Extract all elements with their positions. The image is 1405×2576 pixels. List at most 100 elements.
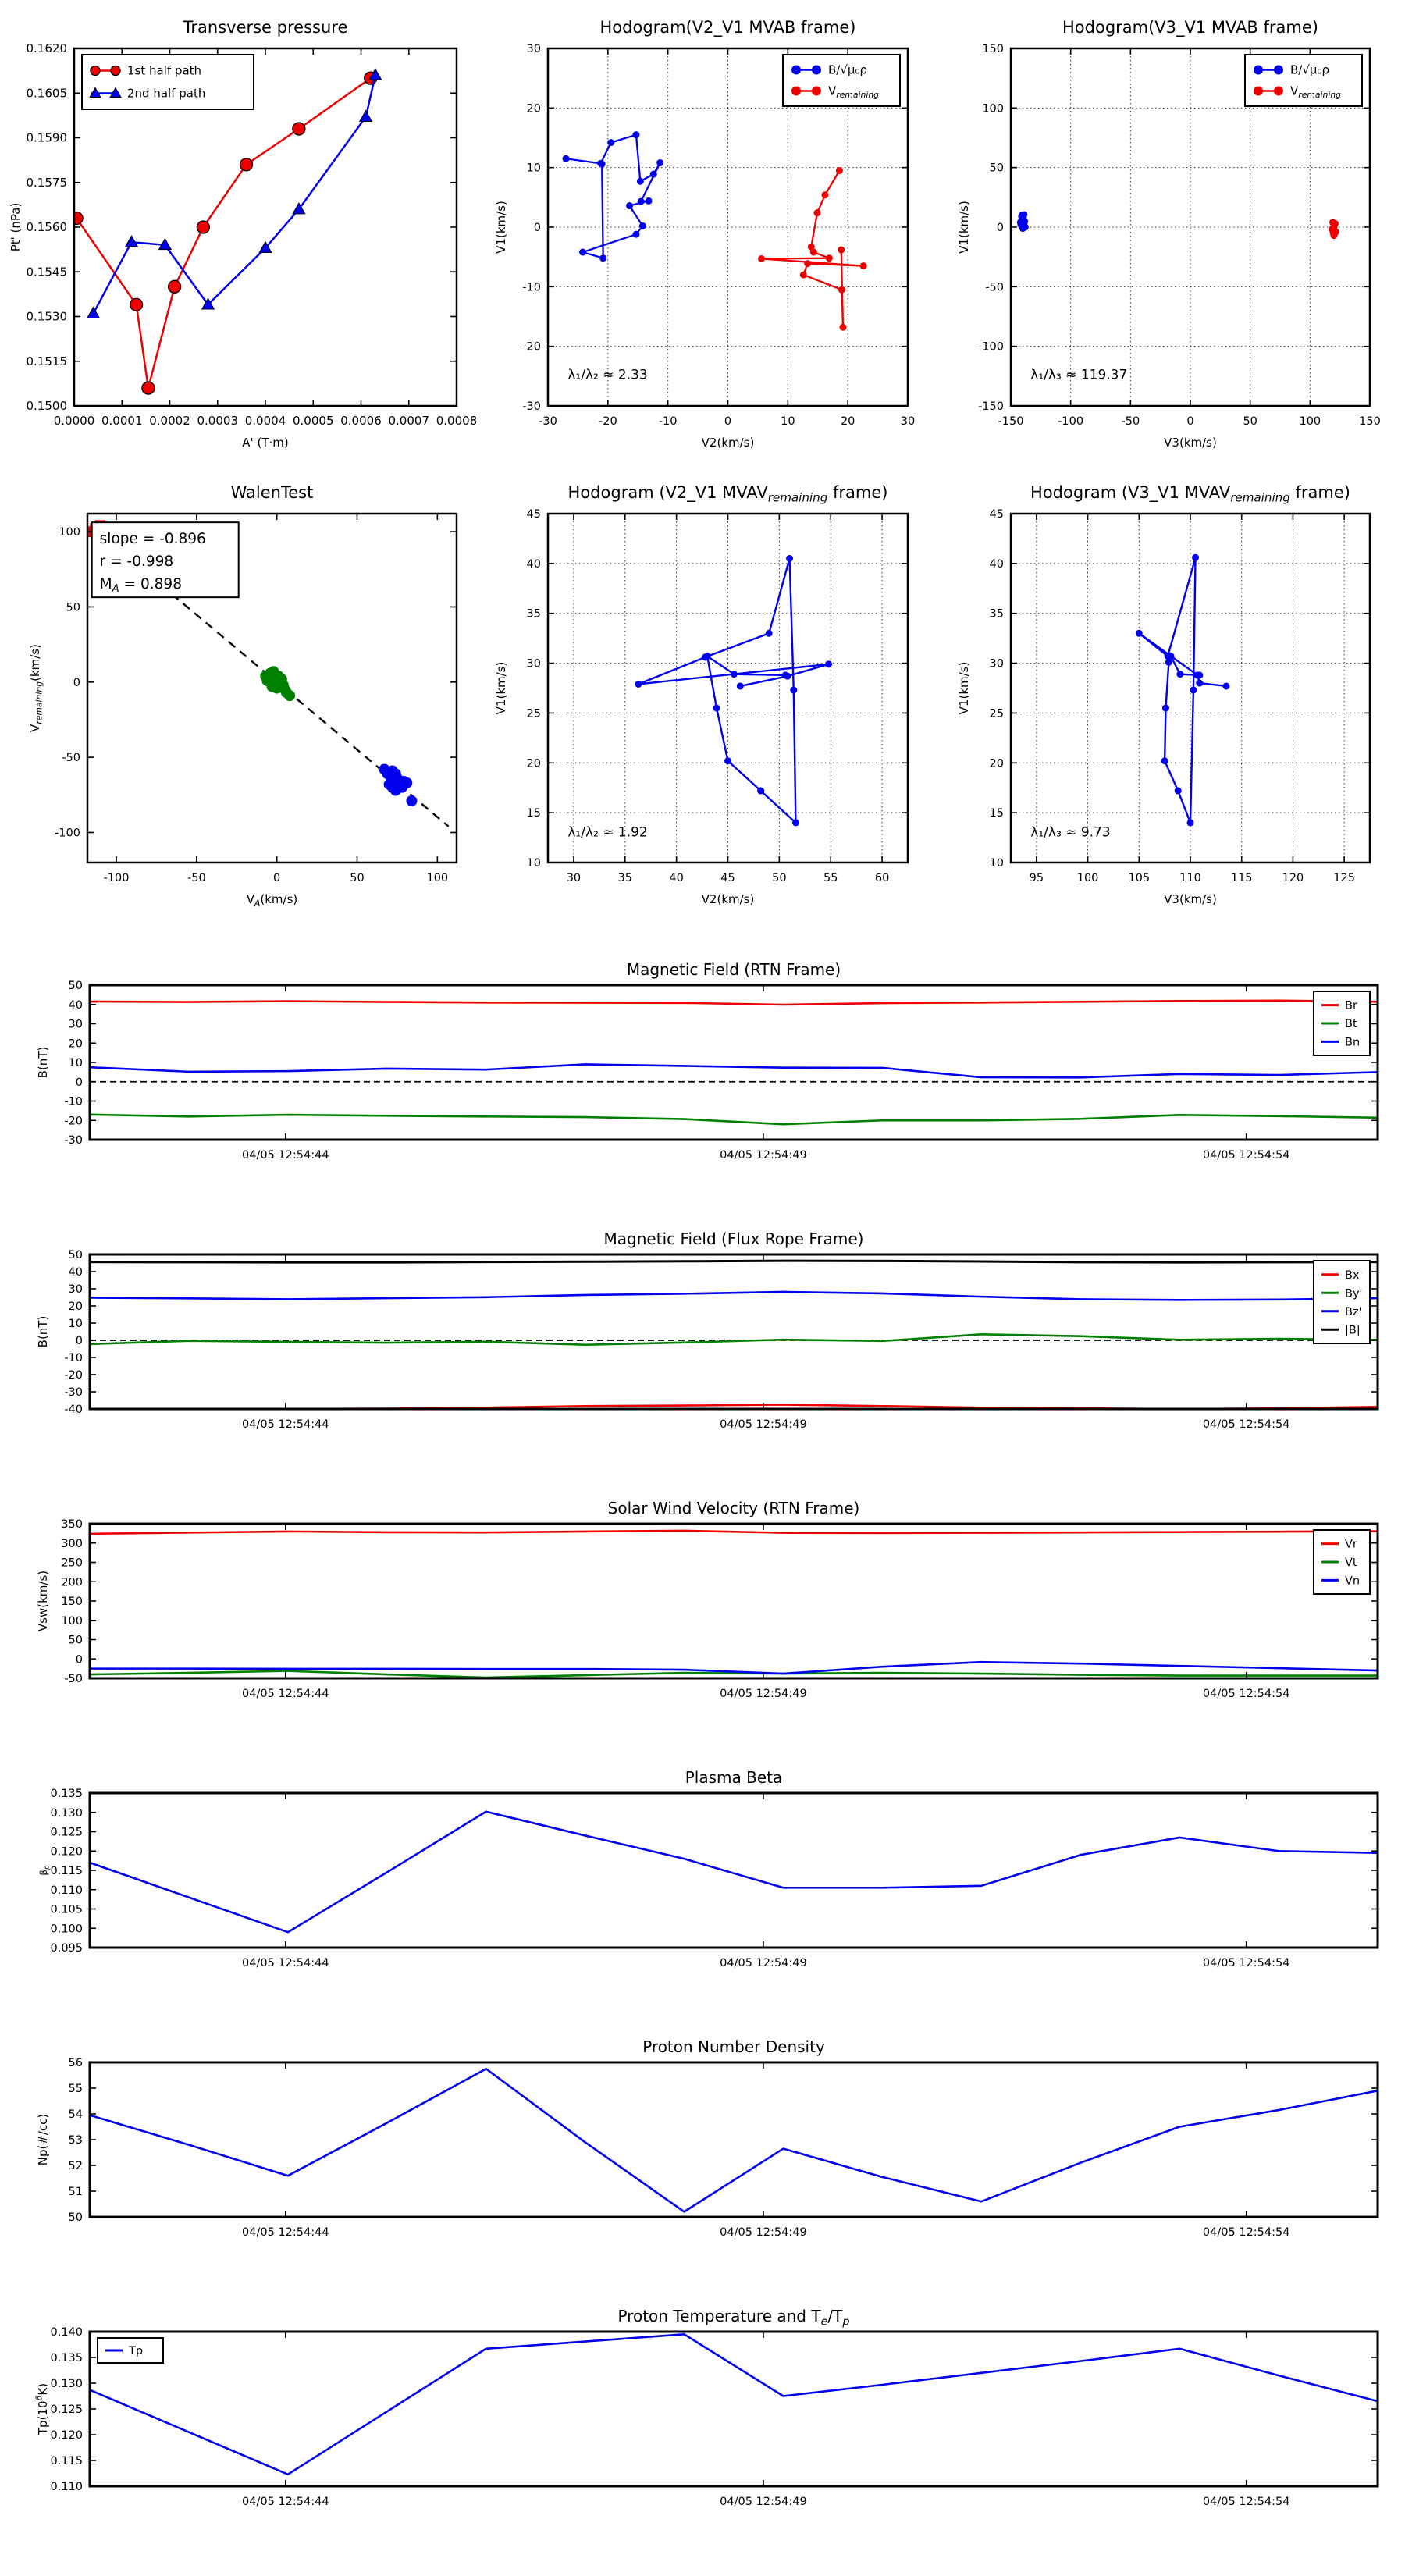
x-tick-label: 20 <box>841 415 855 428</box>
marker-circle <box>1196 679 1204 687</box>
chart-proton-temperature: 04/05 12:54:44 04/05 12:54:49 04/05 12:54:… <box>34 2307 1379 2508</box>
y-tick-label: 0.120 <box>50 2429 83 2442</box>
x-tick-label: 0.0004 <box>245 414 286 428</box>
marker-triangle <box>109 87 122 98</box>
marker-circle <box>1192 553 1200 561</box>
chart-hodogram-v2v1-mvav: 30 35 40 45 50 55 60 10 15 20 25 30 35 40 45 Hodogram (… <box>494 483 909 906</box>
x-tick-label: 125 <box>1333 872 1355 884</box>
marker-circle <box>807 243 815 251</box>
y-tick-label: -20 <box>522 341 541 354</box>
y-tick-label: 0 <box>76 1653 83 1666</box>
y-tick-label: 20 <box>527 102 541 115</box>
legend: Tp <box>97 2337 164 2364</box>
x-tick-label: -20 <box>599 415 617 428</box>
ticks <box>90 1523 1378 1679</box>
annotation-text: λ₁/λ₂ ≈ 2.33 <box>567 368 647 383</box>
x-tick-label: -100 <box>1058 415 1083 428</box>
ticks <box>90 984 1378 1140</box>
y-axis-label: B(nT) <box>36 1316 50 1348</box>
y-tick-label: -50 <box>985 281 1004 294</box>
y-tick-label: 51 <box>69 2186 83 2198</box>
y-tick-label: 100 <box>61 1615 83 1628</box>
y-tick-label: -100 <box>978 341 1004 354</box>
series-Bn <box>89 1063 1378 1079</box>
x-tick-label: -150 <box>998 415 1024 428</box>
x-tick-label: 100 <box>1077 872 1099 884</box>
annotation-text: λ₁/λ₃ ≈ 9.73 <box>1030 824 1110 840</box>
y-tick-label: 53 <box>69 2134 83 2147</box>
y-tick-label: 0 <box>76 1335 83 1347</box>
chart-plasma-beta: 04/05 12:54:44 04/05 12:54:49 04/05 12:54:… <box>38 1768 1379 1969</box>
marker-circle <box>579 248 587 256</box>
y-tick-label: -150 <box>978 400 1004 413</box>
x-tick-label: 50 <box>772 872 786 884</box>
marker-circle <box>292 122 306 136</box>
plot-area <box>90 1254 1378 1409</box>
x-tick-label: -100 <box>104 872 130 884</box>
x-tick-label: 0.0001 <box>101 414 143 428</box>
marker-circle <box>625 202 633 210</box>
series-By-prime <box>89 1333 1378 1347</box>
legend-label: B/√μ₀ρ <box>1290 63 1329 77</box>
marker-circle <box>1165 658 1172 666</box>
x-axis-label: V2(km/s) <box>702 892 755 906</box>
marker-circle <box>382 768 393 780</box>
series-B-magnitude <box>89 1259 1378 1264</box>
marker-circle <box>1222 682 1230 690</box>
x-tick-label: 30 <box>567 872 581 884</box>
y-tick-label: 55 <box>69 2083 83 2095</box>
series-Bz-prime <box>89 1290 1378 1301</box>
series-group <box>89 1529 1378 1679</box>
markers-second-half-cluster <box>379 763 418 807</box>
markers-center-cluster <box>260 666 296 702</box>
y-tick-label: 0.095 <box>50 1942 83 1955</box>
y-tick-label: -50 <box>64 1673 83 1685</box>
x-tick-label: -10 <box>659 415 678 428</box>
series-beta-p <box>89 1810 1378 1934</box>
marker-circle <box>1329 229 1337 237</box>
legend-box <box>1244 54 1363 107</box>
x-tick-label: 0 <box>1186 415 1193 428</box>
y-tick-label: -10 <box>522 281 541 294</box>
marker-circle <box>838 246 845 254</box>
y-tick-label: 0.130 <box>50 1807 83 1820</box>
y-tick-label: 200 <box>61 1576 83 1589</box>
y-tick-label: 0.1620 <box>27 41 68 55</box>
legend-label: B/√μ₀ρ <box>828 63 867 77</box>
chart-title: Hodogram(V2_V1 MVAB frame) <box>600 18 856 37</box>
x-tick-label: 04/05 12:54:44 <box>242 1149 329 1162</box>
marker-circle <box>1254 65 1263 75</box>
y-tick-label: 40 <box>69 1266 83 1279</box>
y-axis-label: B(nT) <box>36 1047 50 1079</box>
marker-circle <box>401 777 413 788</box>
series-1st-half-path <box>76 77 372 390</box>
marker-circle <box>838 286 845 294</box>
x-tick-label: 04/05 12:54:54 <box>1203 1418 1290 1431</box>
marker-circle <box>786 554 794 562</box>
y-tick-label: 45 <box>990 508 1004 521</box>
x-tick-label: 60 <box>875 872 889 884</box>
series-group <box>1016 211 1339 240</box>
axes-frame <box>88 1253 1379 1411</box>
x-tick-label: 50 <box>1243 415 1257 428</box>
x-tick-label: 04/05 12:54:49 <box>720 1688 807 1700</box>
marker-circle <box>791 819 799 827</box>
y-tick-label: -100 <box>55 827 80 839</box>
y-tick-label: 10 <box>527 162 541 175</box>
series-group <box>89 1810 1378 1934</box>
series-2nd-half-path <box>92 75 377 315</box>
series-group <box>89 2067 1378 2213</box>
y-axis-label: V1(km/s) <box>494 662 508 715</box>
x-tick-label: -30 <box>539 415 557 428</box>
y-tick-label: 250 <box>61 1557 83 1570</box>
y-tick-label: 0 <box>997 222 1004 234</box>
y-tick-label: 25 <box>527 707 541 720</box>
marker-circle <box>1174 787 1182 795</box>
y-axis-label: V1(km/s) <box>957 201 971 254</box>
x-tick-label: 0.0000 <box>54 414 95 428</box>
series-Vt <box>89 1670 1378 1679</box>
marker-circle <box>859 262 867 270</box>
ticks <box>90 2331 1378 2487</box>
marker-circle <box>632 131 640 139</box>
chart-solar-wind-velocity-rtn: 04/05 12:54:44 04/05 12:54:49 04/05 12:54:… <box>36 1499 1379 1700</box>
